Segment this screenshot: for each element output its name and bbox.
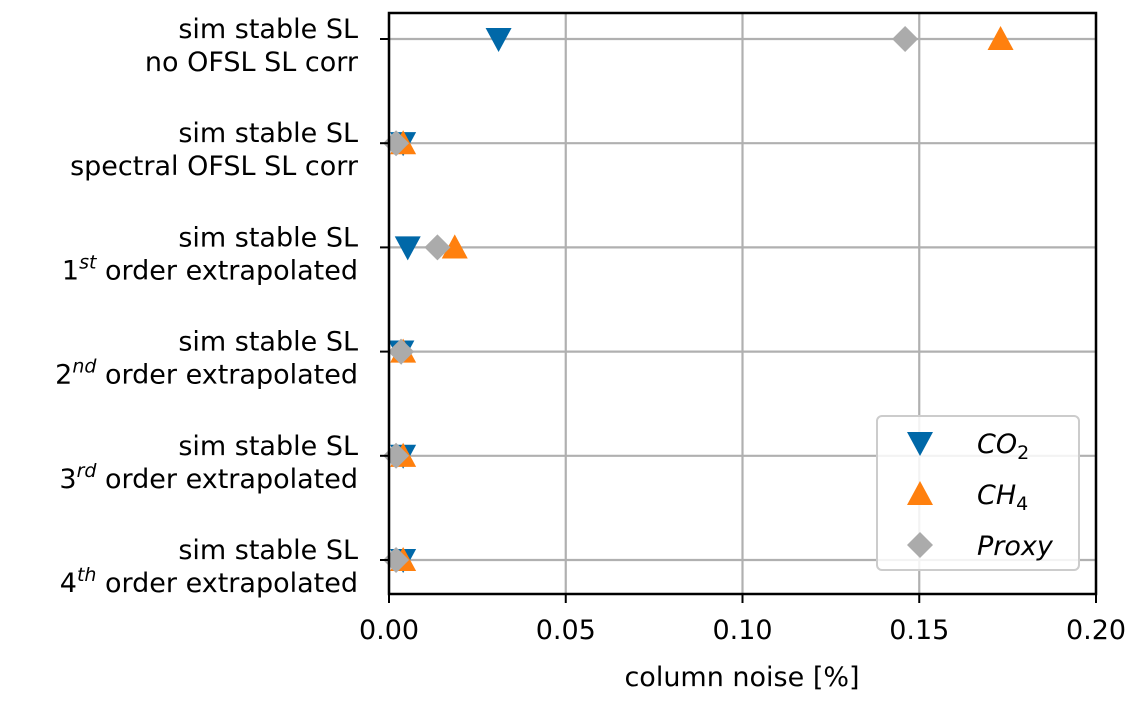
x-tick-label: 0.10 (712, 615, 772, 646)
y-tick-label-line1: sim stable SL (178, 14, 358, 45)
y-tick-label-line1: sim stable SL (178, 327, 358, 358)
y-tick-label-line2: spectral OFSL SL corr (70, 151, 359, 182)
y-tick-label-line1: sim stable SL (178, 535, 358, 566)
legend-label-co2: CO2 (977, 429, 1029, 464)
x-axis-label: column noise [%] (624, 662, 859, 693)
x-axis: 0.00 0.05 0.10 0.15 0.20 (359, 594, 1126, 646)
x-tick-label: 0.20 (1066, 615, 1126, 646)
proxy-point (892, 26, 919, 52)
legend-ch4-icon (907, 481, 933, 506)
legend-box (876, 415, 1080, 571)
legend-proxy-icon (907, 532, 933, 558)
co2-point (394, 236, 421, 261)
legend-label-ch4: CH4 (977, 480, 1028, 515)
proxy-point (424, 234, 451, 261)
x-tick-label: 0.05 (536, 615, 596, 646)
y-tick-label-line1: sim stable SL (178, 222, 358, 253)
y-tick-label-line2: 1st order extrapolated (62, 251, 358, 286)
y-tick-label-line2: no OFSL SL corr (145, 47, 359, 78)
legend: CO2 CH4 Proxy (876, 415, 1080, 571)
x-tick-label: 0.15 (889, 615, 949, 646)
y-tick-label-line1: sim stable SL (178, 431, 358, 462)
y-tick-label-line2: 3rd order extrapolated (59, 460, 358, 495)
co2-point (485, 27, 512, 52)
data-points (383, 26, 1014, 573)
x-tick-label: 0.00 (359, 615, 419, 646)
y-tick-label-line1: sim stable SL (178, 118, 358, 149)
ch4-point (441, 234, 468, 259)
ch4-point (987, 26, 1014, 51)
legend-co2-icon (907, 431, 933, 456)
legend-label-proxy: Proxy (977, 531, 1054, 562)
y-tick-label-line2: 4th order extrapolated (60, 564, 358, 599)
proxy-point (388, 338, 415, 365)
y-tick-label-line2: 2nd order extrapolated (55, 356, 358, 391)
